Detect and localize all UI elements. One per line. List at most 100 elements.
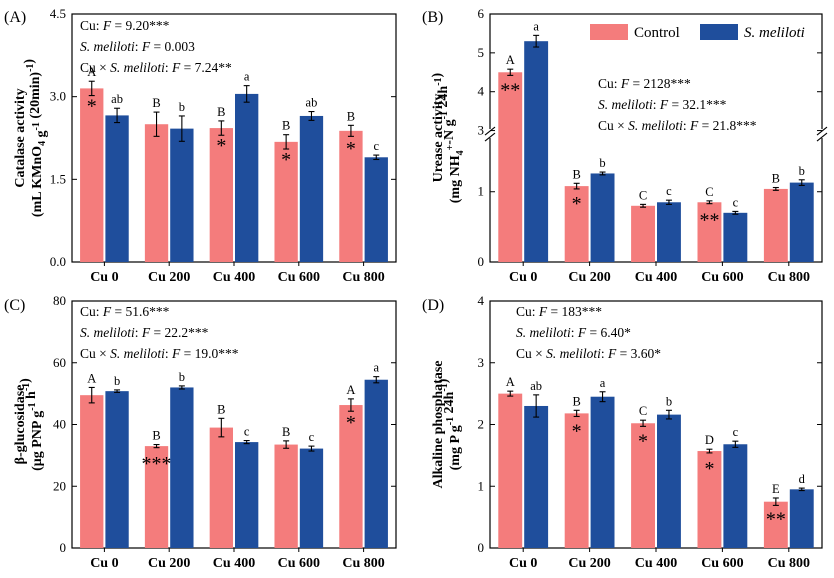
significance-letter: a — [533, 19, 539, 33]
y-axis-label-line2: (μg PNP g-1 h-1) — [18, 378, 45, 471]
bar-smeliloti — [657, 414, 681, 548]
y-axis-label: β-glucosidase (μg PNP g-1 h-1) — [13, 378, 45, 471]
bar-smeliloti — [235, 442, 259, 548]
significance-letter: B — [217, 402, 225, 416]
significance-letter: b — [179, 100, 185, 114]
significance-letter: c — [733, 425, 739, 439]
significance-letter: D — [705, 433, 714, 447]
axis-break-gap — [484, 129, 828, 139]
y-axis-label: Urease activity(mg NH4+-N g-1 24h-1) — [430, 72, 466, 203]
y-tick-label: 40 — [53, 417, 66, 432]
significance-letter: B — [572, 394, 580, 408]
bar-smeliloti — [723, 444, 748, 548]
x-tick-label: Cu 600 — [278, 270, 320, 285]
bar-smeliloti — [657, 202, 681, 262]
stat-line: Cu × S. meliloti: F = 21.8*** — [598, 118, 757, 133]
bar-smeliloti — [364, 157, 388, 262]
significance-letter: B — [217, 105, 225, 119]
y-tick-label: 20 — [53, 478, 66, 493]
x-tick-label: Cu 0 — [509, 556, 537, 571]
bar-control — [274, 141, 298, 262]
y-tick-label: 4.5 — [50, 6, 66, 21]
significance-letter: b — [666, 394, 672, 408]
y-tick-label: 1 — [478, 184, 485, 199]
bar-control — [274, 444, 298, 548]
panel-label: (B) — [422, 9, 443, 26]
significance-stars: * — [572, 193, 582, 215]
panel-label: (A) — [4, 9, 26, 26]
significance-letter: ab — [530, 379, 542, 393]
significance-letter: B — [772, 172, 780, 186]
y-axis-label-line1: Urease activity — [431, 94, 446, 183]
axis-break-mark — [484, 132, 496, 142]
significance-letter: b — [179, 370, 185, 384]
bar-control — [564, 186, 589, 262]
x-tick-label: Cu 400 — [213, 556, 255, 571]
bar-control — [631, 423, 655, 548]
significance-letter: a — [373, 361, 379, 375]
significance-stars: * — [281, 149, 291, 171]
panel-label: (D) — [422, 297, 444, 314]
significance-stars: ** — [500, 79, 520, 101]
x-tick-label: Cu 200 — [148, 556, 190, 571]
y-tick-label: 1.5 — [50, 171, 66, 186]
y-axis-label: Catalase activity(mL KMnO4 g-1 (20min)-1… — [13, 59, 49, 218]
bar-control — [631, 205, 655, 262]
significance-stars: * — [572, 420, 582, 442]
x-tick-label: Cu 200 — [568, 556, 610, 571]
significance-letter: c — [666, 184, 672, 198]
y-tick-label: 5 — [478, 45, 485, 60]
legend-label-control: Control — [634, 25, 680, 41]
significance-letter: ab — [111, 92, 123, 106]
y-tick-label: 60 — [53, 355, 66, 370]
significance-stars: * — [638, 430, 648, 452]
panel-label: (C) — [4, 297, 25, 314]
bar-control — [763, 188, 788, 262]
axis-break-mark — [816, 132, 828, 142]
significance-letter: ab — [306, 96, 318, 110]
bar-control — [209, 128, 233, 262]
significance-letter: B — [347, 109, 355, 123]
bar-control — [697, 451, 722, 548]
significance-letter: a — [600, 376, 606, 390]
significance-letter: C — [705, 185, 713, 199]
stat-line: Cu × S. meliloti: F = 19.0*** — [80, 346, 239, 361]
significance-letter: b — [599, 156, 605, 170]
y-axis-label-line2: (mg NH4+-N g-1 24h-1) — [430, 72, 466, 203]
x-tick-label: Cu 400 — [635, 556, 677, 571]
y-axis-label: Alkaline phosphatase(mg P g-1 24h-1) — [431, 361, 463, 489]
significance-letter: C — [639, 404, 647, 418]
x-tick-label: Cu 200 — [148, 270, 190, 285]
y-tick-label: 0 — [478, 540, 485, 555]
x-tick-label: Cu 400 — [635, 270, 677, 285]
significance-letter: A — [87, 371, 96, 385]
bar-control — [498, 393, 523, 548]
significance-letter: c — [733, 195, 739, 209]
y-tick-label: 6 — [478, 6, 485, 21]
bar-smeliloti — [235, 93, 259, 263]
significance-letter: c — [309, 430, 315, 444]
significance-letter: B — [282, 425, 290, 439]
legend-label-smeliloti: S. meliloti — [744, 25, 805, 41]
significance-stars: * — [87, 95, 97, 117]
x-tick-label: Cu 600 — [278, 556, 320, 571]
y-axis-label-line2: (mL KMnO4 g-1 (20min)-1) — [22, 59, 49, 218]
bar-smeliloti — [299, 115, 324, 262]
bar-smeliloti — [170, 128, 194, 262]
bar-control — [80, 88, 104, 263]
stat-line: S. meliloti: F = 32.1*** — [598, 97, 727, 112]
bar-smeliloti — [170, 387, 194, 548]
bar-control — [80, 395, 104, 548]
bar-smeliloti — [364, 379, 388, 548]
significance-letter: b — [114, 374, 120, 388]
bar-control — [763, 501, 788, 548]
significance-letter: d — [799, 472, 806, 486]
significance-stars: * — [704, 458, 714, 480]
stat-line: Cu × S. meliloti: F = 7.24** — [80, 60, 232, 75]
bar-control — [209, 427, 233, 548]
x-tick-label: Cu 600 — [701, 556, 743, 571]
significance-letter: A — [506, 375, 515, 389]
x-tick-label: Cu 0 — [90, 270, 118, 285]
significance-letter: c — [373, 139, 379, 153]
